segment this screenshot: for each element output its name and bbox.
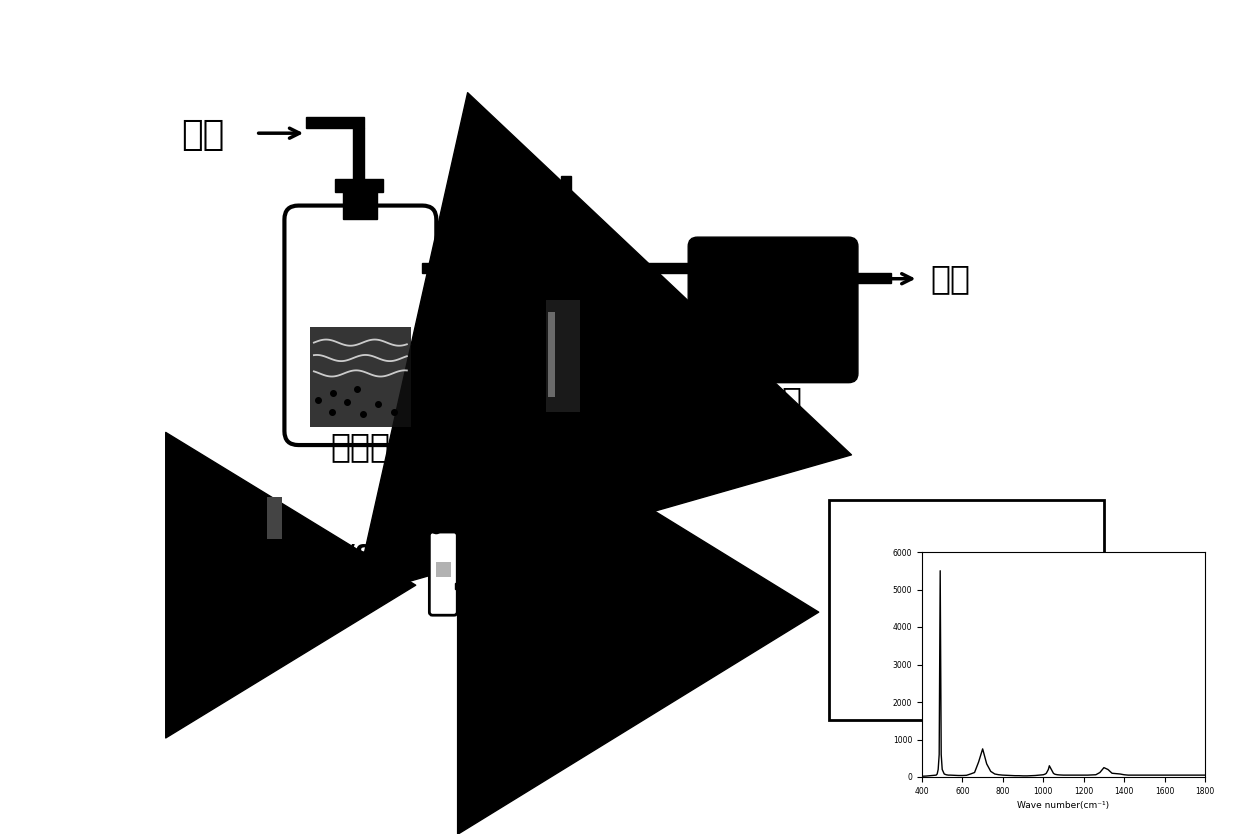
Bar	[848, 274, 892, 284]
Bar	[570, 264, 725, 274]
Bar	[560, 175, 572, 264]
Bar	[353, 128, 365, 193]
Text: 尾气: 尾气	[930, 262, 970, 295]
FancyBboxPatch shape	[491, 557, 587, 613]
Circle shape	[242, 528, 250, 537]
Bar	[547, 300, 580, 412]
Bar	[471, 573, 498, 585]
Text: 氮气: 氮气	[181, 118, 224, 152]
Bar	[554, 243, 573, 264]
X-axis label: Wave number(cm⁻¹): Wave number(cm⁻¹)	[1018, 801, 1110, 811]
Polygon shape	[310, 327, 410, 427]
Bar	[455, 583, 497, 589]
Text: 显色剂: 显色剂	[185, 573, 237, 600]
Bar	[548, 312, 556, 396]
Bar	[435, 562, 451, 577]
Text: SERS: SERS	[517, 522, 568, 540]
Bar	[506, 264, 557, 274]
FancyBboxPatch shape	[512, 649, 556, 685]
Bar	[335, 178, 383, 193]
FancyBboxPatch shape	[830, 500, 1105, 720]
Bar	[267, 496, 283, 539]
Text: 采样泵: 采样泵	[743, 384, 802, 417]
Bar	[342, 193, 377, 219]
Text: Au/SiO₂: Au/SiO₂	[308, 545, 418, 570]
Bar	[306, 117, 365, 128]
FancyBboxPatch shape	[429, 532, 458, 615]
FancyBboxPatch shape	[688, 237, 858, 383]
Bar	[490, 243, 508, 264]
Text: 酚试剂吸收管: 酚试剂吸收管	[598, 460, 693, 486]
Text: 样品瓶: 样品瓶	[330, 430, 391, 463]
Circle shape	[432, 525, 441, 534]
Bar	[423, 264, 492, 274]
